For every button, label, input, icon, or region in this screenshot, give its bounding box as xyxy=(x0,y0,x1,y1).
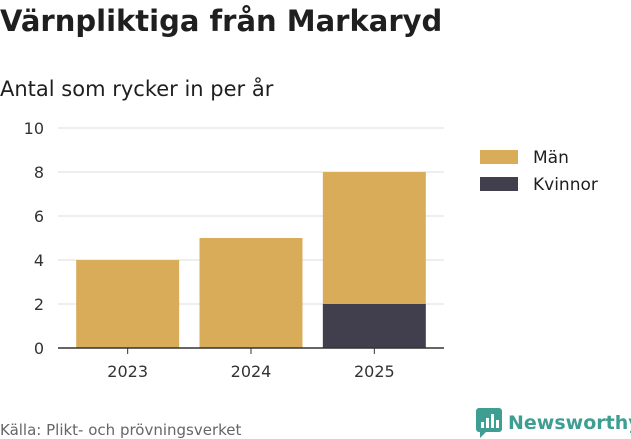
y-tick-label: 6 xyxy=(34,207,44,226)
y-tick-label: 8 xyxy=(34,163,44,182)
newsworthy-icon xyxy=(476,408,502,438)
y-tick-label: 0 xyxy=(34,339,44,358)
x-tick-label: 2023 xyxy=(107,362,148,381)
x-tick-label: 2024 xyxy=(231,362,272,381)
brand-name: Newsworthy xyxy=(508,412,631,434)
y-tick-label: 4 xyxy=(34,251,44,270)
y-tick-label: 10 xyxy=(24,119,44,138)
source-note: Källa: Plikt- och prövningsverket xyxy=(0,421,242,439)
brand-logo: Newsworthy xyxy=(476,408,631,438)
axes: 0 2 4 6 8 10 2023 2024 2025 xyxy=(24,119,444,381)
x-tick-label: 2025 xyxy=(354,362,395,381)
legend-label-män: Män xyxy=(533,148,569,168)
bar-chart: 0 2 4 6 8 10 2023 2024 2025 Män Kvinnor xyxy=(24,119,598,381)
bar-män-2025 xyxy=(322,172,426,304)
bars xyxy=(76,172,426,348)
bar-män-2023 xyxy=(76,260,180,348)
chart-title: Värnpliktiga från Markaryd xyxy=(0,4,443,38)
bar-kvinnor-2025 xyxy=(322,304,426,348)
chart-subtitle: Antal som rycker in per år xyxy=(0,77,274,101)
bar-män-2024 xyxy=(199,238,303,348)
legend-label-kvinnor: Kvinnor xyxy=(533,175,598,195)
legend-swatch-kvinnor xyxy=(480,177,518,191)
legend-swatch-män xyxy=(480,150,518,164)
legend: Män Kvinnor xyxy=(480,148,598,195)
y-tick-label: 2 xyxy=(34,295,44,314)
